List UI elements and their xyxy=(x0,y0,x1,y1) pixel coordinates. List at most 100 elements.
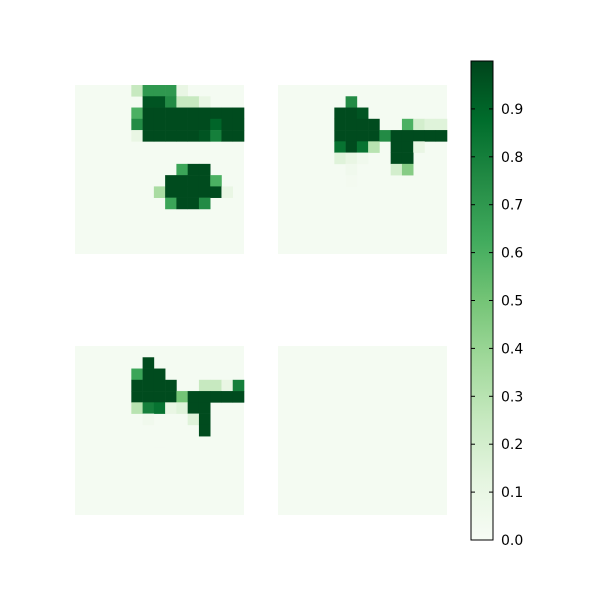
heatmap-cell xyxy=(232,130,245,142)
colorbar-tick-label: 0.2 xyxy=(501,437,523,453)
colorbar-tick-label: 0.1 xyxy=(501,485,523,501)
heatmap-cell xyxy=(165,197,177,210)
heatmap-cell xyxy=(131,402,143,414)
heatmap-cell xyxy=(176,163,188,176)
heatmap-cell xyxy=(368,141,380,153)
heatmap-cell xyxy=(176,107,188,120)
heatmap-cell xyxy=(221,186,234,198)
heatmap-cell xyxy=(221,118,234,131)
heatmap-cell xyxy=(165,107,177,120)
heatmap-cell xyxy=(198,96,211,108)
heatmap-cell xyxy=(345,163,358,176)
heatmap-cell xyxy=(165,379,177,392)
heatmap-cell xyxy=(198,197,211,210)
heatmap-cell xyxy=(401,141,414,153)
heatmap-cell xyxy=(131,379,143,392)
heatmap-cell xyxy=(345,152,358,165)
heatmap-cell xyxy=(356,152,369,165)
heatmap-cell xyxy=(142,96,155,108)
colorbar-ticks: 0.0 0.1 0.2 0.3 0.4 0.5 0.6 0.7 0.8 0.9 xyxy=(471,102,523,549)
heatmap-cell xyxy=(401,152,414,165)
heatmap-cell xyxy=(221,379,234,392)
colorbar-tick-label: 0.0 xyxy=(501,533,523,549)
heatmap-cell xyxy=(131,85,143,97)
heatmap-cell xyxy=(187,163,200,176)
heatmap-cell xyxy=(345,118,358,131)
heatmap-cell xyxy=(356,130,369,142)
heatmap-cell xyxy=(221,130,234,142)
heatmap-cell xyxy=(142,85,155,97)
heatmap-cell xyxy=(232,379,245,392)
heatmap-cell xyxy=(142,107,155,120)
heatmap-cell xyxy=(165,186,177,198)
heatmap-panels xyxy=(75,85,448,515)
heatmap-cell xyxy=(153,186,166,198)
heatmap-cell xyxy=(176,402,188,414)
heatmap-cell xyxy=(131,118,143,131)
colorbar-gradient xyxy=(471,61,493,540)
heatmap-cell xyxy=(401,130,414,142)
heatmap-cell xyxy=(187,130,200,142)
heatmap-cell xyxy=(176,197,188,210)
heatmap-cell xyxy=(142,402,155,414)
colorbar-tick-label: 0.8 xyxy=(501,150,523,166)
heatmap-cell xyxy=(198,163,211,176)
heatmap-cell xyxy=(187,118,200,131)
heatmap-cell xyxy=(345,141,358,153)
heatmap-cell xyxy=(176,130,188,142)
heatmap-cell xyxy=(221,107,234,120)
heatmap-cell xyxy=(142,413,155,426)
heatmap-cell xyxy=(142,130,155,142)
heatmap-cell xyxy=(165,96,177,108)
colorbar-tick-label: 0.4 xyxy=(501,341,523,357)
heatmap-cell xyxy=(165,118,177,131)
heatmap-cell xyxy=(198,424,211,437)
heatmap-cell xyxy=(210,118,222,131)
heatmap-cell xyxy=(187,175,200,187)
heatmap-cell xyxy=(187,402,200,414)
heatmap-cell xyxy=(198,130,211,142)
colorbar-tick-label: 0.6 xyxy=(501,246,523,262)
heatmap-cell xyxy=(356,141,369,153)
heatmap-cell xyxy=(413,141,425,153)
heatmap-cell xyxy=(153,85,166,97)
heatmap-cell xyxy=(153,391,166,403)
heatmap-cell xyxy=(165,175,177,187)
heatmap-cell xyxy=(142,391,155,403)
heatmap-cell xyxy=(153,402,166,414)
heatmap-cell xyxy=(413,118,425,131)
colorbar: 0.0 0.1 0.2 0.3 0.4 0.5 0.6 0.7 0.8 0.9 xyxy=(470,60,523,549)
colorbar-tick-label: 0.9 xyxy=(501,102,523,118)
heatmap-cell xyxy=(198,379,211,392)
heatmap-cell xyxy=(187,391,200,403)
heatmap-cell xyxy=(345,130,358,142)
heatmap-cell xyxy=(176,85,188,97)
colorbar-tick-label: 0.5 xyxy=(501,294,523,310)
heatmap-cell xyxy=(334,118,346,131)
heatmap-cell xyxy=(390,141,403,153)
heatmap-cell xyxy=(187,197,200,210)
heatmap-cell xyxy=(210,379,222,392)
heatmap-cell xyxy=(153,379,166,392)
heatmap-panel-top-left xyxy=(75,85,245,254)
heatmap-cell xyxy=(210,107,222,120)
heatmap-cell xyxy=(165,391,177,403)
heatmap-cell xyxy=(232,107,245,120)
heatmap-panel-top-right xyxy=(278,85,448,254)
heatmap-cell xyxy=(210,175,222,187)
heatmap-cell xyxy=(131,391,143,403)
heatmap-cell xyxy=(142,357,155,369)
heatmap-cell xyxy=(198,118,211,131)
heatmap-cell xyxy=(413,130,425,142)
panel-background xyxy=(278,346,447,515)
heatmap-cell xyxy=(187,413,200,426)
heatmap-cell xyxy=(379,130,391,142)
heatmap-cell xyxy=(187,186,200,198)
heatmap-cell xyxy=(368,130,380,142)
heatmap-cell xyxy=(131,130,143,142)
heatmap-cell xyxy=(345,175,358,187)
heatmap-cell xyxy=(401,163,414,176)
heatmap-cell xyxy=(424,130,437,142)
heatmap-cell xyxy=(131,107,143,120)
heatmap-cell xyxy=(401,118,414,131)
